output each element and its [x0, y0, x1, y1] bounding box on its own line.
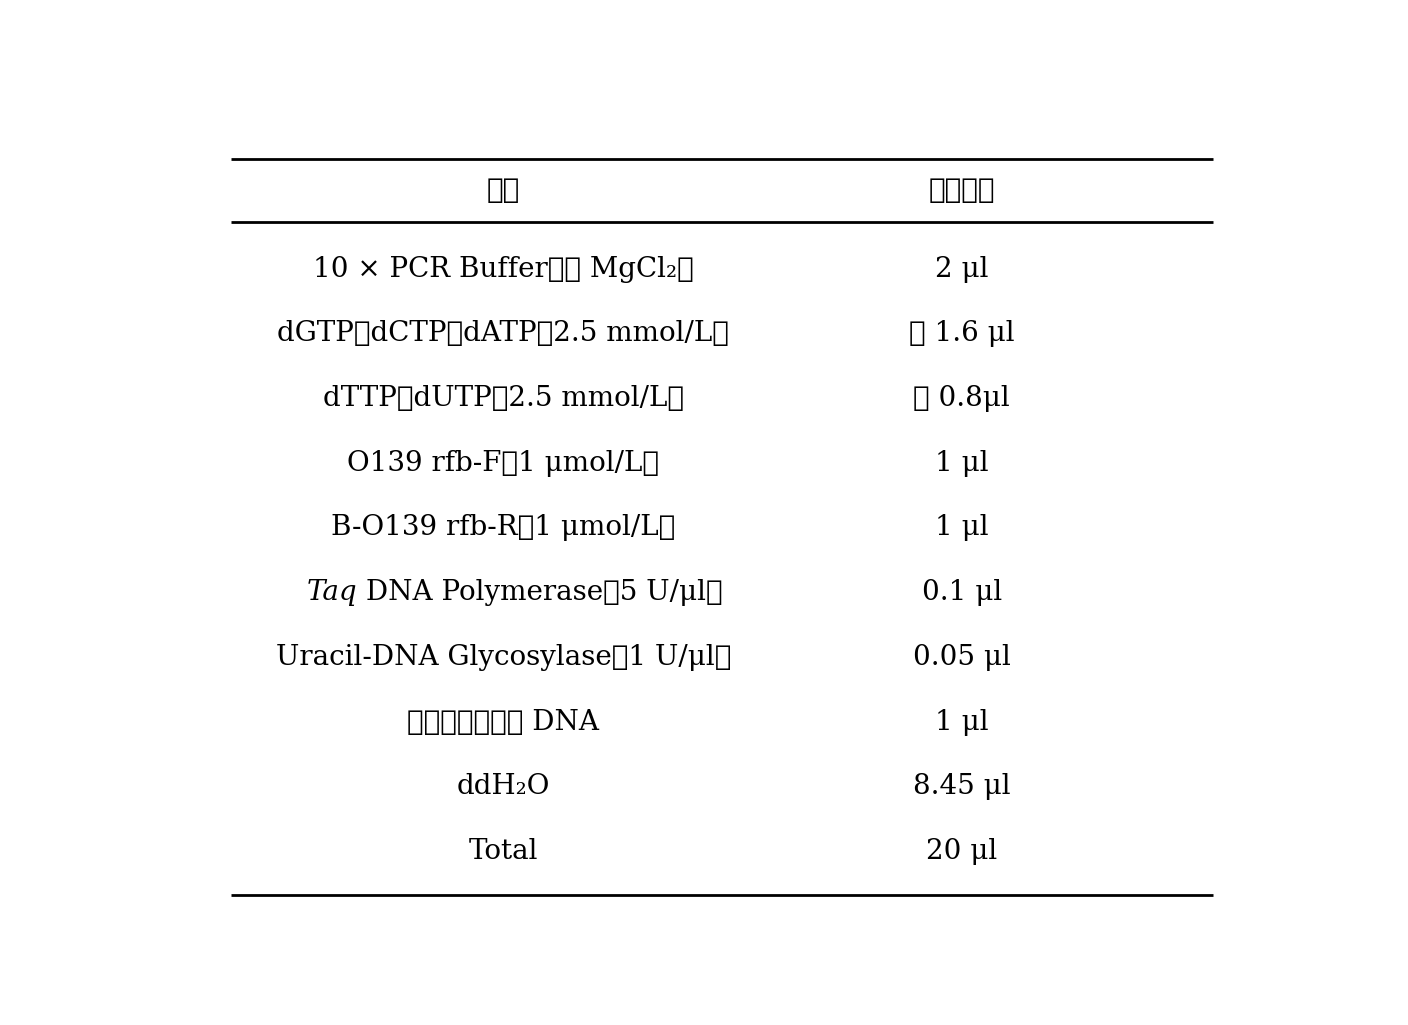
Text: 10 × PCR Buffer（含 MgCl₂）: 10 × PCR Buffer（含 MgCl₂） — [313, 255, 694, 283]
Text: 1 μl: 1 μl — [935, 450, 988, 477]
Text: Taq: Taq — [307, 579, 358, 606]
Text: 所提样本基因组 DNA: 所提样本基因组 DNA — [407, 708, 600, 736]
Text: dGTP、dCTP、dATP（2.5 mmol/L）: dGTP、dCTP、dATP（2.5 mmol/L） — [277, 320, 729, 347]
Text: DNA Polymerase（5 U/μl）: DNA Polymerase（5 U/μl） — [358, 579, 722, 606]
Text: B-O139 rfb-R（1 μmol/L）: B-O139 rfb-R（1 μmol/L） — [331, 515, 676, 541]
Text: 组份: 组份 — [487, 176, 520, 204]
Text: Total: Total — [469, 838, 538, 865]
Text: dTTP、dUTP（2.5 mmol/L）: dTTP、dUTP（2.5 mmol/L） — [322, 385, 684, 412]
Text: Uracil-DNA Glycosylase（1 U/μl）: Uracil-DNA Glycosylase（1 U/μl） — [276, 644, 731, 670]
Text: 20 μl: 20 μl — [926, 838, 997, 865]
Text: 1 μl: 1 μl — [935, 708, 988, 736]
Text: 1 μl: 1 μl — [935, 515, 988, 541]
Text: 8.45 μl: 8.45 μl — [912, 773, 1011, 801]
Text: 0.05 μl: 0.05 μl — [912, 644, 1011, 670]
Text: 各 1.6 μl: 各 1.6 μl — [908, 320, 1015, 347]
Text: ddH₂O: ddH₂O — [456, 773, 551, 801]
Text: O139 rfb-F（1 μmol/L）: O139 rfb-F（1 μmol/L） — [348, 450, 659, 477]
Text: 各 0.8μl: 各 0.8μl — [914, 385, 1010, 412]
Text: 2 μl: 2 μl — [935, 255, 988, 283]
Text: 0.1 μl: 0.1 μl — [922, 579, 1001, 606]
Text: 加入体积: 加入体积 — [928, 176, 995, 204]
